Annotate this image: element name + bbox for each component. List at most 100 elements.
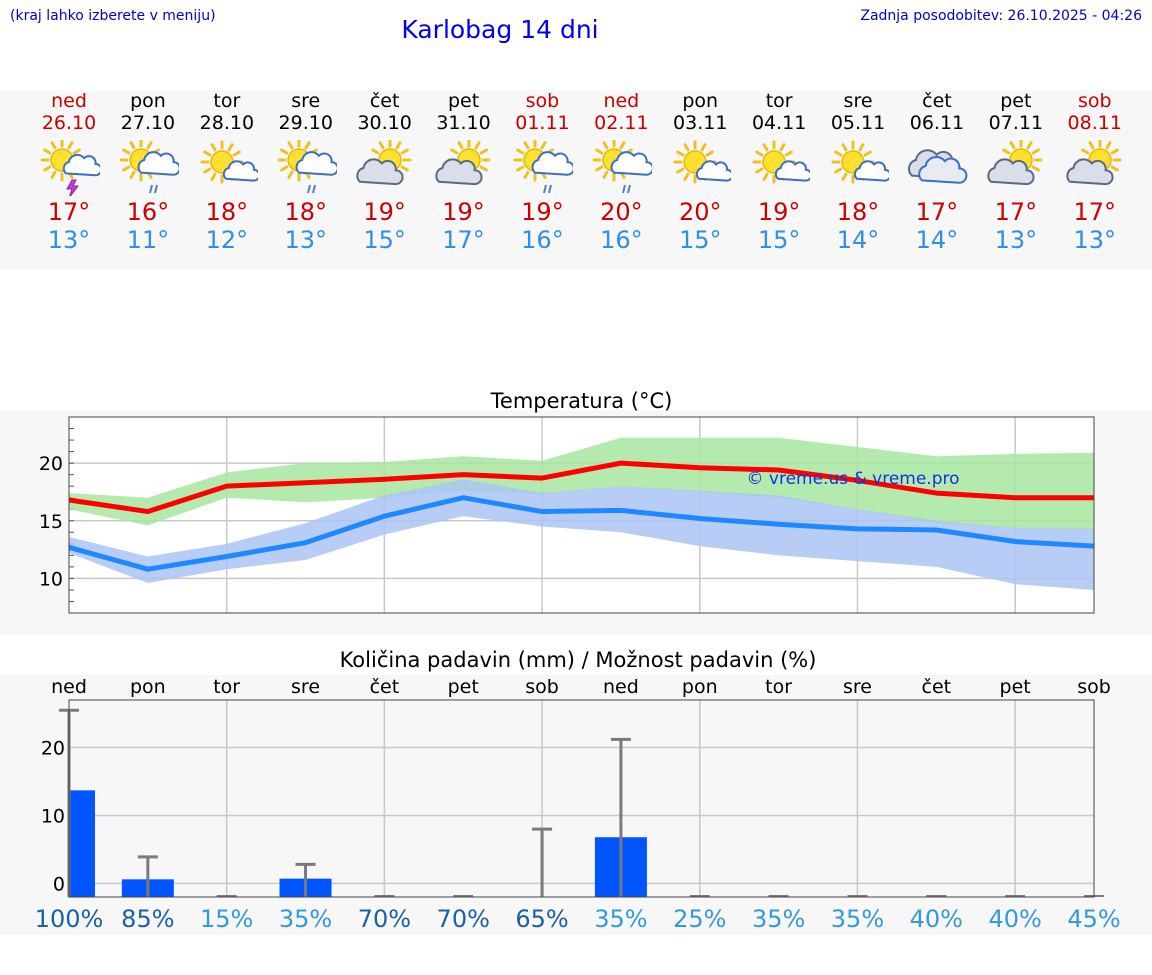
min-temperature: 13°: [47, 226, 91, 254]
day-date: 03.11: [673, 112, 728, 134]
temperature-panel-top: [0, 368, 1152, 410]
x-category-label: sre: [291, 676, 320, 698]
day-column: pon 27.10 16° 11°: [108, 90, 187, 254]
day-column: sob 08.11 17° 13°: [1055, 90, 1134, 254]
sun-cloud-icon: [1066, 140, 1122, 186]
day-name: čet: [922, 90, 952, 112]
plot-area: [69, 700, 1094, 897]
max-temperature: 20°: [600, 198, 643, 226]
location-menu-hint: (kraj lahko izberete v meniju): [10, 8, 216, 24]
precipitation-probability: 40%: [988, 905, 1041, 933]
min-temperature: 15°: [363, 226, 406, 254]
day-date: 06.11: [909, 112, 965, 134]
day-name: sre: [291, 90, 321, 112]
chart-title: Količina padavin (mm) / Možnost padavin …: [340, 648, 817, 672]
precipitation-chart: Količina padavin (mm) / Možnost padavin …: [35, 648, 1121, 933]
min-temperature: 14°: [836, 226, 880, 254]
y-tick-label: 20: [39, 453, 63, 475]
day-name: čet: [369, 90, 400, 112]
precipitation-probability: 35%: [594, 905, 647, 933]
daily-forecast-strip: ned 26.10 17° 13° pon 27.10 16° 11° tor 28.10 18° 1…: [0, 90, 1152, 270]
precipitation-probability: 70%: [437, 905, 490, 933]
precipitation-bar: [69, 790, 95, 897]
day-name: ned: [603, 90, 640, 112]
day-column: ned 02.11 20° 16°: [582, 90, 661, 254]
day-column: pet 07.11 17° 13°: [976, 90, 1055, 254]
min-temperature-line: [68, 495, 1095, 572]
sun-small-cloud-icon: [752, 140, 811, 184]
precipitation-probability: 15%: [200, 905, 253, 933]
plot-border: [68, 699, 1095, 898]
x-category-label: pet: [1000, 676, 1031, 698]
x-category-label: sob: [1077, 676, 1111, 698]
sun-small-cloud-icon: [831, 140, 890, 184]
min-temperature: 15°: [757, 226, 801, 254]
day-column: tor 28.10 18° 12°: [187, 90, 266, 254]
precipitation-probability: 45%: [1067, 905, 1120, 933]
min-temperature: 15°: [678, 226, 722, 254]
day-name: pet: [447, 90, 480, 112]
min-temperature: 16°: [600, 226, 643, 254]
day-column: sob 01.11 19° 16°: [503, 90, 582, 254]
plot-border: [68, 416, 1095, 614]
sun-cloud-rain-icon: [277, 140, 337, 194]
y-tick-label: 10: [41, 805, 65, 827]
y-tick-label: 10: [39, 568, 63, 590]
day-date: 30.10: [357, 112, 412, 134]
day-column: čet 06.11 17° 14°: [897, 90, 976, 254]
max-temperature: 20°: [678, 198, 722, 226]
max-temperature: 18°: [284, 198, 328, 226]
min-temperature: 13°: [1073, 226, 1117, 254]
x-category-label: pon: [130, 676, 166, 698]
max-temperature-line: [68, 460, 1094, 515]
min-temperature: 14°: [915, 226, 959, 254]
min-temperature: 13°: [994, 226, 1038, 254]
sun-cloud-rain-icon: [513, 140, 574, 194]
temperature-chart: Temperatura (°C) 10 15 20 © vreme.us & vreme…: [39, 389, 1095, 614]
day-column: ned 26.10 17° 13°: [30, 90, 109, 254]
max-temperature: 17°: [915, 198, 959, 226]
max-temperature: 16°: [126, 198, 170, 226]
sun-small-cloud-icon: [200, 140, 258, 184]
sun-cloud-thunder-icon: [40, 140, 101, 196]
day-date: 27.10: [120, 112, 176, 134]
precipitation-probability: 35%: [279, 905, 332, 933]
day-date: 01.11: [515, 112, 570, 134]
x-category-label: pet: [448, 676, 479, 698]
day-column: čet 30.10 19° 15°: [345, 90, 424, 254]
precipitation-probability: 35%: [752, 905, 805, 933]
precipitation-probability: 85%: [121, 905, 174, 933]
precipitation-probability: 100%: [35, 905, 104, 933]
day-date: 05.11: [830, 112, 886, 134]
min-temperature: 17°: [442, 226, 485, 254]
day-date: 26.10: [41, 112, 97, 134]
min-temperature: 13°: [284, 226, 328, 254]
y-tick-label: 15: [39, 511, 63, 533]
sun-cloud-rain-icon: [119, 140, 179, 194]
y-tick-label: 0: [53, 873, 65, 895]
x-category-label: čet: [370, 676, 400, 698]
x-category-label: pon: [682, 676, 718, 698]
day-date: 07.11: [988, 112, 1044, 134]
day-date: 31.10: [436, 112, 491, 134]
cloudy-icon: [907, 149, 968, 184]
day-name: pet: [1000, 90, 1032, 112]
day-date: 04.11: [751, 112, 807, 134]
sun-cloud-icon: [434, 140, 491, 186]
y-tick-label: 20: [41, 738, 65, 760]
max-temperature: 19°: [757, 198, 801, 226]
sun-small-cloud-icon: [673, 140, 732, 184]
day-name: pon: [130, 90, 166, 112]
min-temperature: 16°: [521, 226, 564, 254]
max-temperature: 19°: [363, 198, 406, 226]
day-name: sre: [843, 90, 873, 112]
day-date: 08.11: [1067, 112, 1122, 134]
x-category-label: sre: [843, 676, 872, 698]
day-date: 02.11: [594, 112, 649, 134]
page-title: Karlobag 14 dni: [401, 15, 599, 44]
day-column: sre 05.11 18° 14°: [819, 90, 898, 254]
x-category-label: čet: [922, 676, 952, 698]
sun-cloud-rain-icon: [592, 140, 653, 194]
max-temperature: 17°: [994, 198, 1038, 226]
chart-title: Temperatura (°C): [490, 389, 673, 413]
